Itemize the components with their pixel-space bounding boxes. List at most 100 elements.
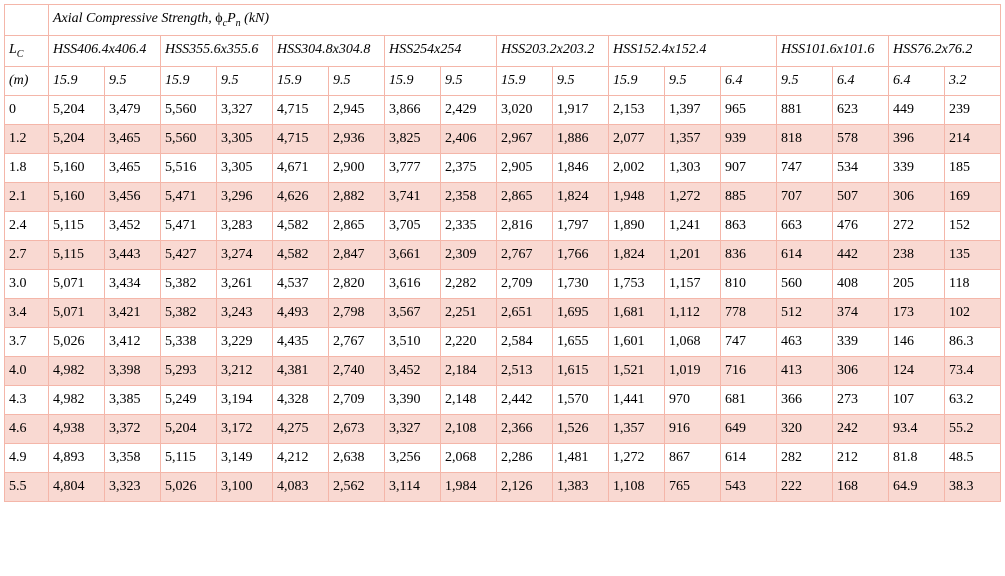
- data-cell: 2,108: [441, 414, 497, 443]
- data-cell: 4,804: [49, 472, 105, 501]
- data-cell: 885: [721, 182, 777, 211]
- data-cell: 707: [777, 182, 833, 211]
- data-cell: 5,293: [161, 356, 217, 385]
- data-cell: 4,212: [273, 443, 329, 472]
- data-cell: 1,112: [665, 298, 721, 327]
- lc-value: 0: [5, 95, 49, 124]
- thickness-header-0: 15.9: [49, 66, 105, 95]
- lc-value: 2.7: [5, 240, 49, 269]
- section-header-2: HSS304.8x304.8: [273, 35, 385, 66]
- thickness-header-13: 9.5: [777, 66, 833, 95]
- data-cell: 2,148: [441, 385, 497, 414]
- thickness-header-2: 15.9: [161, 66, 217, 95]
- data-cell: 2,816: [497, 211, 553, 240]
- data-cell: 1,753: [609, 269, 665, 298]
- data-cell: 663: [777, 211, 833, 240]
- data-cell: 3,567: [385, 298, 441, 327]
- data-cell: 2,366: [497, 414, 553, 443]
- data-cell: 5,160: [49, 153, 105, 182]
- data-cell: 1,068: [665, 327, 721, 356]
- data-cell: 2,865: [497, 182, 553, 211]
- data-cell: 1,019: [665, 356, 721, 385]
- data-cell: 168: [833, 472, 889, 501]
- thickness-header-16: 3.2: [945, 66, 1001, 95]
- data-cell: 5,471: [161, 211, 217, 240]
- data-cell: 1,526: [553, 414, 609, 443]
- data-cell: 5,115: [49, 211, 105, 240]
- data-cell: 5,026: [49, 327, 105, 356]
- data-cell: 747: [777, 153, 833, 182]
- lc-value: 4.3: [5, 385, 49, 414]
- data-cell: 102: [945, 298, 1001, 327]
- data-cell: 3,243: [217, 298, 273, 327]
- data-cell: 3,256: [385, 443, 441, 472]
- thickness-header-14: 6.4: [833, 66, 889, 95]
- data-cell: 2,709: [497, 269, 553, 298]
- data-cell: 214: [945, 124, 1001, 153]
- data-cell: 1,601: [609, 327, 665, 356]
- data-cell: 4,582: [273, 211, 329, 240]
- data-cell: 4,982: [49, 385, 105, 414]
- data-cell: 212: [833, 443, 889, 472]
- data-cell: 63.2: [945, 385, 1001, 414]
- data-cell: 939: [721, 124, 777, 153]
- data-cell: 747: [721, 327, 777, 356]
- data-cell: 5,560: [161, 124, 217, 153]
- data-cell: 408: [833, 269, 889, 298]
- data-cell: 396: [889, 124, 945, 153]
- data-cell: 2,406: [441, 124, 497, 153]
- data-cell: 273: [833, 385, 889, 414]
- data-cell: 2,220: [441, 327, 497, 356]
- data-cell: 3,452: [105, 211, 161, 240]
- data-cell: 81.8: [889, 443, 945, 472]
- data-cell: 3,020: [497, 95, 553, 124]
- data-cell: 2,767: [497, 240, 553, 269]
- data-cell: 863: [721, 211, 777, 240]
- data-cell: 3,479: [105, 95, 161, 124]
- lc-value: 3.0: [5, 269, 49, 298]
- thickness-header-15: 6.4: [889, 66, 945, 95]
- data-cell: 867: [665, 443, 721, 472]
- data-cell: 5,338: [161, 327, 217, 356]
- data-cell: 4,493: [273, 298, 329, 327]
- data-cell: 1,797: [553, 211, 609, 240]
- thickness-header-8: 15.9: [497, 66, 553, 95]
- data-cell: 3,305: [217, 153, 273, 182]
- data-cell: 238: [889, 240, 945, 269]
- data-cell: 1,357: [665, 124, 721, 153]
- data-cell: 135: [945, 240, 1001, 269]
- data-cell: 3,212: [217, 356, 273, 385]
- data-cell: 4,671: [273, 153, 329, 182]
- data-cell: 306: [833, 356, 889, 385]
- data-cell: 2,002: [609, 153, 665, 182]
- data-cell: 4,083: [273, 472, 329, 501]
- data-cell: 2,286: [497, 443, 553, 472]
- data-cell: 5,204: [161, 414, 217, 443]
- data-cell: 152: [945, 211, 1001, 240]
- data-cell: 4,982: [49, 356, 105, 385]
- data-cell: 970: [665, 385, 721, 414]
- data-cell: 1,766: [553, 240, 609, 269]
- data-cell: 2,847: [329, 240, 385, 269]
- data-cell: 4,715: [273, 95, 329, 124]
- data-cell: 1,681: [609, 298, 665, 327]
- data-cell: 3,358: [105, 443, 161, 472]
- data-cell: 3,452: [385, 356, 441, 385]
- data-cell: 2,442: [497, 385, 553, 414]
- lc-header: LC: [5, 35, 49, 66]
- data-cell: 5,382: [161, 269, 217, 298]
- data-cell: 93.4: [889, 414, 945, 443]
- data-cell: 5,516: [161, 153, 217, 182]
- data-cell: 2,882: [329, 182, 385, 211]
- data-cell: 716: [721, 356, 777, 385]
- data-cell: 272: [889, 211, 945, 240]
- data-cell: 118: [945, 269, 1001, 298]
- data-cell: 1,383: [553, 472, 609, 501]
- data-cell: 2,638: [329, 443, 385, 472]
- data-cell: 1,615: [553, 356, 609, 385]
- data-cell: 3,777: [385, 153, 441, 182]
- data-cell: 4,938: [49, 414, 105, 443]
- data-cell: 5,160: [49, 182, 105, 211]
- data-cell: 5,115: [161, 443, 217, 472]
- data-cell: 1,157: [665, 269, 721, 298]
